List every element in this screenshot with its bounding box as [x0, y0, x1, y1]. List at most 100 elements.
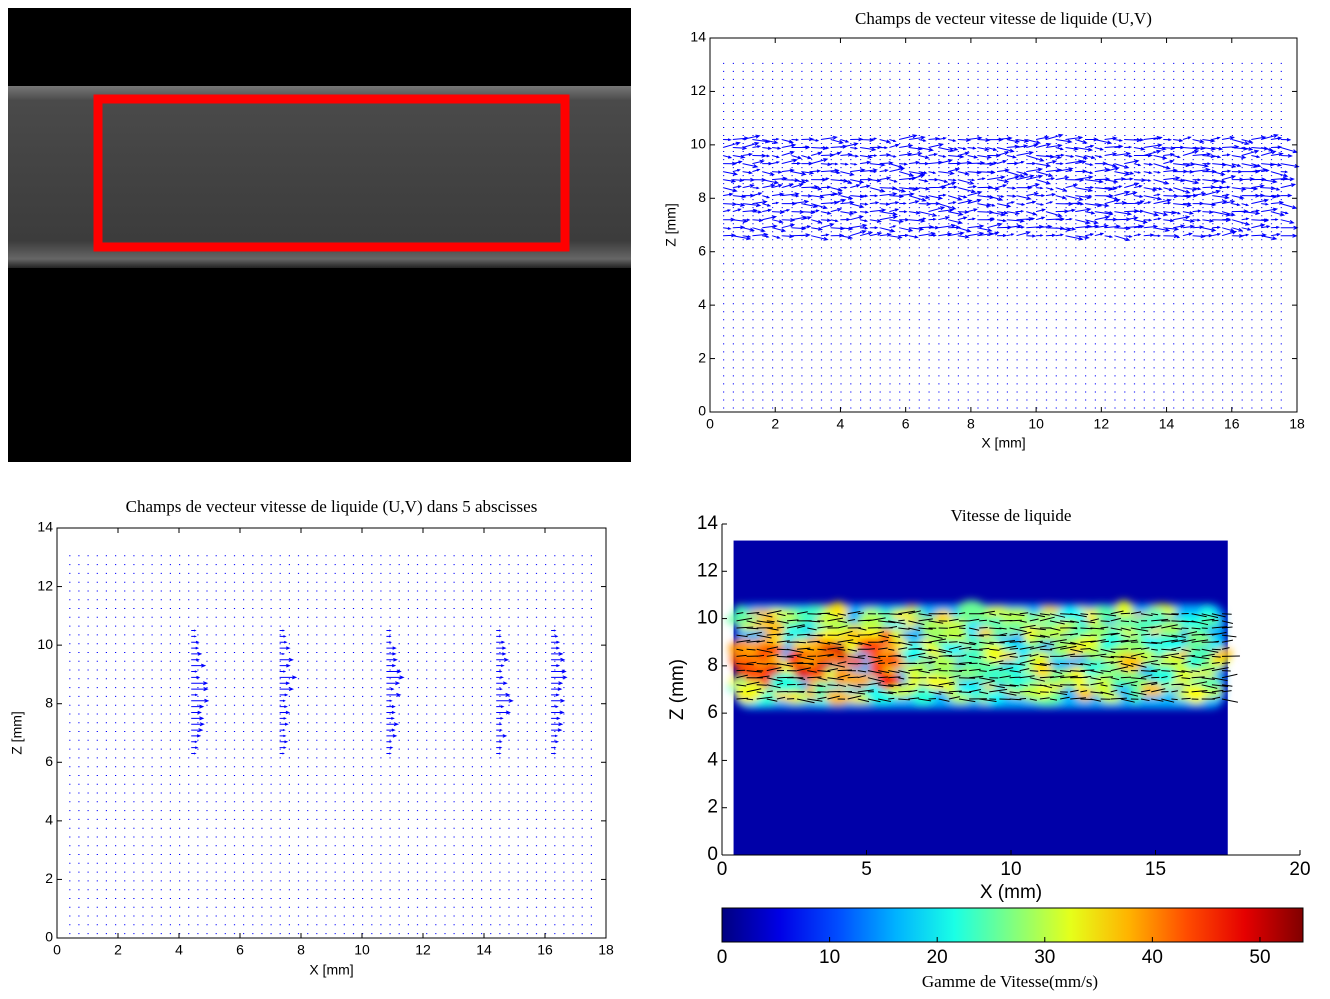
x-tick-label: 16 — [1224, 416, 1240, 432]
x-tick-label: 12 — [1094, 416, 1110, 432]
heat-blob — [1132, 620, 1154, 632]
heat-blob — [894, 638, 908, 651]
x-tick-label: 18 — [1289, 416, 1305, 432]
colorbar — [721, 907, 1304, 943]
x-tick-label: 8 — [297, 942, 305, 958]
x-tick-label: 8 — [967, 416, 975, 432]
y-tick-label: 8 — [707, 655, 718, 676]
y-tick-label: 12 — [37, 577, 53, 593]
x-tick-label: 0 — [706, 416, 714, 432]
heat-blob — [986, 691, 1001, 704]
x-tick-label: 5 — [861, 859, 872, 880]
heat-blob — [950, 692, 973, 702]
heat-blob — [1094, 609, 1117, 621]
y-tick-label: 10 — [37, 636, 53, 652]
panel: 0 2 4 6 8 10 12 14 16 18 0 2 4 6 8 10 12 14 Champs de vect… — [9, 497, 614, 978]
heat-blob — [998, 624, 1016, 634]
x-tick-label: 4 — [175, 942, 183, 958]
heat-blob — [939, 624, 968, 644]
x-tick-label: 0 — [717, 859, 728, 880]
vector-grid — [723, 62, 1282, 409]
panel: 0 2 4 6 8 10 12 14 16 18 0 2 4 6 8 10 12 14 Champs de vect… — [663, 9, 1305, 451]
photo — [8, 8, 631, 462]
x-tick-label: 6 — [902, 416, 910, 432]
y-tick-label: 0 — [707, 844, 718, 865]
colorbar-tick-label: 50 — [1249, 947, 1270, 968]
colorbar-tick-label: 20 — [927, 947, 948, 968]
heat-blob — [769, 672, 800, 693]
chart-title: Champs de vecteur vitesse de liquide (U,… — [855, 9, 1152, 28]
heat-blob — [857, 637, 883, 654]
heat-blob — [1023, 624, 1037, 644]
heat-blob — [1207, 638, 1225, 651]
y-tick-label: 10 — [690, 136, 706, 152]
x-tick-label: 15 — [1145, 859, 1166, 880]
heat-blob — [755, 645, 771, 664]
y-tick-label: 4 — [707, 749, 718, 770]
x-tick-label: 16 — [537, 942, 553, 958]
heat-blob — [780, 692, 800, 702]
vector-profile — [496, 629, 514, 755]
y-axis-label: Z [mm] — [9, 711, 25, 755]
heat-blob — [911, 687, 936, 706]
x-axis-label: X (mm) — [980, 882, 1042, 903]
x-tick-label: 20 — [1289, 859, 1310, 880]
heat-blob — [1010, 660, 1029, 671]
heat-blob — [763, 663, 782, 678]
vector-profile — [191, 629, 210, 755]
heat-blob — [870, 664, 885, 677]
vectors — [736, 610, 1240, 704]
heat-blob — [1065, 617, 1080, 631]
y-tick-label: 6 — [698, 242, 706, 258]
x-tick-label: 2 — [771, 416, 779, 432]
heat-blob — [1136, 682, 1165, 697]
heat-blob — [869, 692, 896, 704]
x-axis-label: X [mm] — [309, 962, 353, 978]
heat-blob — [813, 680, 828, 699]
heat-blob — [741, 664, 767, 682]
heat-blob — [921, 624, 941, 638]
heat-blob — [1002, 608, 1032, 623]
heat-blob — [735, 682, 766, 698]
y-tick-label: 2 — [707, 797, 718, 818]
x-tick-label: 6 — [236, 942, 244, 958]
y-tick-label: 4 — [45, 812, 53, 828]
y-tick-label: 14 — [697, 513, 719, 534]
y-tick-label: 10 — [697, 608, 718, 629]
colorbar-tick-label: 10 — [819, 947, 840, 968]
y-tick-label: 6 — [707, 702, 718, 723]
heat-blob — [1185, 683, 1207, 704]
x-tick-label: 12 — [415, 942, 431, 958]
heat-blob — [1113, 644, 1130, 657]
vector-profile — [386, 629, 405, 755]
x-tick-label: 10 — [1028, 416, 1044, 432]
heat-blob — [881, 653, 902, 669]
x-tick-label: 10 — [1000, 859, 1021, 880]
heat-blob — [859, 628, 877, 640]
y-tick-label: 8 — [698, 189, 706, 205]
heat-blob — [1042, 623, 1068, 640]
heat-blob — [1032, 660, 1053, 679]
x-tick-label: 0 — [53, 942, 61, 958]
y-tick-label: 2 — [45, 870, 53, 886]
x-tick-label: 4 — [837, 416, 845, 432]
heat-blob — [793, 627, 809, 641]
x-tick-label: 2 — [114, 942, 122, 958]
heat-blob — [1126, 641, 1141, 652]
heat-blob — [892, 610, 914, 621]
y-tick-label: 0 — [45, 929, 53, 945]
colorbar-tick-label: 0 — [717, 947, 728, 968]
heat-blob — [1092, 677, 1114, 697]
vector-profile — [279, 629, 298, 755]
heat-blob — [1052, 639, 1070, 658]
heat-blob — [906, 671, 923, 692]
heat-blob — [1016, 642, 1031, 660]
y-tick-label: 0 — [698, 403, 706, 419]
y-tick-label: 14 — [37, 519, 53, 535]
heat-blob — [825, 689, 850, 706]
heat-blob — [760, 691, 776, 707]
x-tick-label: 14 — [476, 942, 492, 958]
y-tick-label: 12 — [690, 82, 706, 98]
